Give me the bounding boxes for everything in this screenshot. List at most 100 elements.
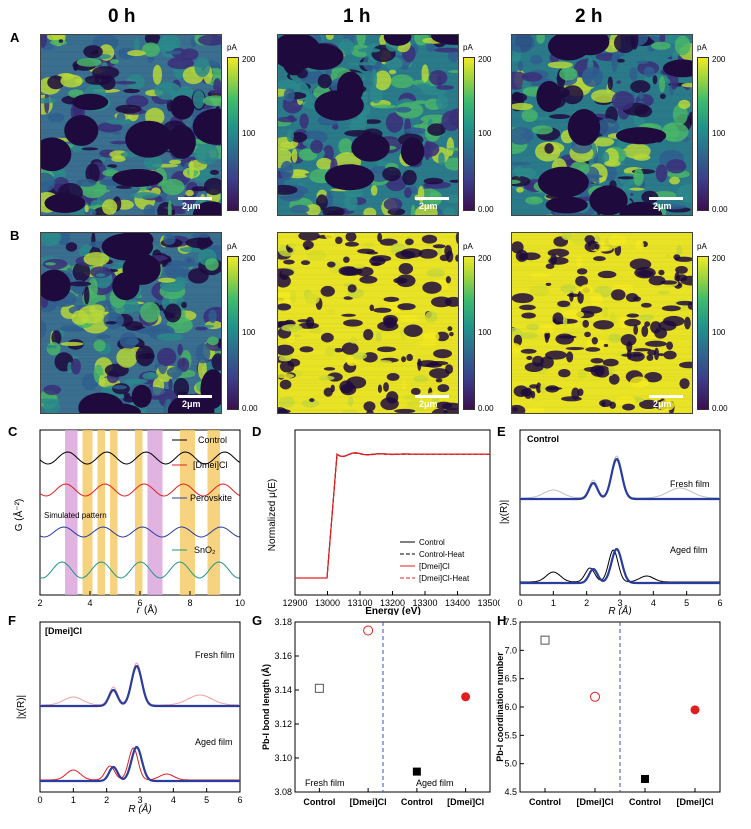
legend-d-dmei-heat: [Dmei]Cl-Heat <box>419 574 470 583</box>
panel-g-y-tick-label: 3.16 <box>274 651 292 661</box>
panel-letter-h: H <box>497 613 507 628</box>
panel-h-point-control-aged <box>641 774 649 783</box>
panel-d-x-tick-label: 13000 <box>315 598 340 608</box>
panel-h-y-tick-label: 7.0 <box>504 645 517 655</box>
panel-c-xlabel-unit: (Å) <box>144 603 157 615</box>
panel-g-point-control-fresh <box>314 683 324 693</box>
panel-h-point-control-fresh <box>540 635 550 645</box>
panel-c-x-tick-label: 6 <box>137 598 142 608</box>
time-label-2h: 2 h <box>575 6 603 27</box>
panel-g-y-tick-label: 3.10 <box>274 753 292 763</box>
panel-h-x-tick-label: Control <box>529 797 561 807</box>
panel-g-x-tick-label: Control <box>401 797 433 807</box>
panel-g-x-tick-label: [Dmei]Cl <box>350 797 387 807</box>
panel-e-xlabel: R (Å) <box>608 604 631 615</box>
curve-dmei-d <box>295 452 490 579</box>
panel-h-y-tick-label: 6.0 <box>504 702 517 712</box>
colorbar-label-min: 0.00 <box>712 205 728 214</box>
colorbar-label-max: 200 <box>242 55 256 64</box>
curve-sno2 <box>39 561 240 579</box>
colorbar-label-unit: pA <box>463 242 473 251</box>
colorbar-label-unit: pA <box>463 43 473 52</box>
panel-d-x-tick-label: 13200 <box>380 598 405 608</box>
raw-curve-fresh <box>520 455 720 499</box>
panel-letter-b: B <box>10 228 20 243</box>
panel-f-x-tick-label: 4 <box>171 795 176 805</box>
panel-g-y-tick-label: 3.18 <box>274 617 292 627</box>
c-afm-map-a-2h <box>511 34 693 216</box>
pdf-peak-band <box>110 430 118 595</box>
colorbar-label-mid: 100 <box>478 129 492 138</box>
panel-f-x-tick-label: 1 <box>71 795 76 805</box>
panel-d-x-tick-label: 13300 <box>412 598 437 608</box>
colorbar-label-min: 0.00 <box>478 205 494 214</box>
scale-bar <box>178 197 212 200</box>
scale-bar-label: 2μm <box>182 201 201 211</box>
pdf-peak-band <box>207 430 220 595</box>
colorbar <box>227 256 239 410</box>
scale-bar-label: 2μm <box>653 399 672 409</box>
colorbar-label-max: 200 <box>478 254 492 263</box>
panel-letter-e: E <box>497 424 506 439</box>
colorbar-label-max: 200 <box>712 55 726 64</box>
curve-perovskite <box>39 526 240 538</box>
panel-e-x-tick-label: 5 <box>684 598 689 608</box>
curve-control-d <box>295 452 490 579</box>
panel-f-x-tick-label: 3 <box>137 795 142 805</box>
panel-h-x-tick-label: [Dmei]Cl <box>676 797 713 807</box>
colorbar-label-unit: pA <box>697 242 707 251</box>
panel-f-x-tick-label: 2 <box>104 795 109 805</box>
scale-bar-label: 2μm <box>419 399 438 409</box>
raw-curve-fresh <box>40 662 240 706</box>
panel-f-lower-label: Aged film <box>195 737 233 747</box>
colorbar <box>227 57 239 211</box>
panel-c-annotation: Simulated pattern <box>44 511 107 520</box>
panel-d-x-tick-label: 12900 <box>282 598 307 608</box>
c-afm-map-a-1h <box>277 34 459 216</box>
colorbar-label-mid: 100 <box>242 328 256 337</box>
colorbar-label-min: 0.00 <box>242 205 258 214</box>
panel-f-x-tick-label: 6 <box>237 795 242 805</box>
panel-e-x-tick-label: 0 <box>517 598 522 608</box>
pdf-peak-band <box>97 430 105 595</box>
panel-e-title: Control <box>527 434 559 444</box>
panel-g-ylabel: Pb-I bond length (Å) <box>261 664 271 750</box>
colorbar <box>463 57 475 211</box>
scale-bar <box>649 395 683 398</box>
curve-dmei <box>39 483 240 497</box>
panel-h-point-dmei-aged <box>690 705 700 715</box>
panel-g-y-tick-label: 3.08 <box>274 787 292 797</box>
colorbar-label-max: 200 <box>242 254 256 263</box>
panel-letter-f: F <box>8 613 16 628</box>
panel-letter-g: G <box>252 613 263 628</box>
panel-e-x-tick-label: 4 <box>651 598 656 608</box>
panel-f-x-tick-label: 5 <box>204 795 209 805</box>
colorbar-label-mid: 100 <box>712 328 726 337</box>
scale-bar-label: 2μm <box>419 201 438 211</box>
panel-h-y-tick-label: 7.5 <box>504 617 517 627</box>
panel-h-y-tick-label: 4.5 <box>504 787 517 797</box>
c-afm-map-a-0h <box>40 34 222 216</box>
colorbar-label-min: 0.00 <box>712 404 728 413</box>
panel-h-x-tick-label: [Dmei]Cl <box>576 797 613 807</box>
panel-c-x-tick-label: 2 <box>37 598 42 608</box>
panel-h-y-tick-label: 6.5 <box>504 674 517 684</box>
panel-g-x-tick-label: [Dmei]Cl <box>447 797 484 807</box>
curve-control-heat-d <box>295 452 490 579</box>
scale-bar <box>649 197 683 200</box>
fit-curve-fresh <box>40 664 240 708</box>
panel-d-xanes-chart: 12900 13000 13100 13200 13300 13400 13500 Norm… <box>267 429 500 615</box>
colorbar-label-unit: pA <box>697 43 707 52</box>
panel-c-x-tick-label: 10 <box>235 598 245 608</box>
colorbar-label-mid: 100 <box>242 129 256 138</box>
colorbar-label-min: 0.00 <box>478 404 494 413</box>
panel-f-title: [Dmei]Cl <box>45 626 82 636</box>
scale-bar <box>415 197 449 200</box>
panel-f-ylabel: |χ(R)| <box>16 695 27 719</box>
panel-h-ylabel: Pb-I coordination number <box>495 652 505 762</box>
colorbar <box>697 57 709 211</box>
c-afm-map-b-2h <box>511 232 693 414</box>
fit-curve-fresh <box>520 457 720 501</box>
curve-control <box>39 451 240 465</box>
